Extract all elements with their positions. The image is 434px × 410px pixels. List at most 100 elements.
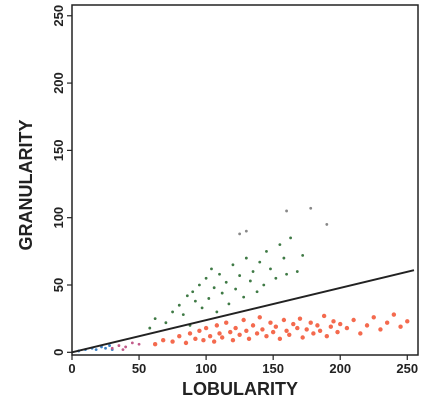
data-point — [295, 325, 300, 331]
data-point — [250, 323, 256, 328]
y-tick-label: 250 — [51, 5, 66, 27]
y-tick-label: 50 — [51, 278, 66, 292]
data-point — [295, 270, 299, 273]
data-point — [220, 291, 224, 295]
data-point — [270, 329, 276, 335]
data-point — [265, 249, 268, 253]
data-point — [152, 342, 158, 347]
y-tick-label: 0 — [51, 349, 66, 356]
data-point — [207, 297, 211, 300]
data-point — [301, 253, 305, 257]
data-point — [338, 321, 343, 327]
data-point — [254, 331, 260, 336]
data-point — [284, 328, 289, 333]
x-tick-label: 0 — [68, 361, 75, 376]
data-point — [297, 316, 303, 321]
data-point — [177, 333, 182, 339]
data-point — [201, 337, 206, 343]
data-point — [335, 329, 340, 335]
data-point — [285, 209, 288, 213]
data-point — [242, 295, 246, 299]
data-point — [153, 317, 157, 321]
data-point — [130, 341, 134, 345]
data-point — [255, 290, 259, 294]
data-point — [217, 331, 222, 336]
data-point — [164, 321, 168, 325]
data-point — [244, 328, 249, 333]
data-point — [244, 256, 248, 260]
data-point — [220, 335, 225, 340]
data-point — [268, 320, 273, 325]
data-point — [121, 348, 125, 352]
data-point — [364, 323, 370, 328]
data-point — [238, 274, 242, 277]
data-point — [300, 335, 305, 340]
data-point — [218, 272, 221, 276]
data-point — [137, 342, 141, 346]
data-point — [94, 348, 98, 352]
data-point — [170, 339, 175, 344]
data-point — [291, 321, 296, 327]
data-point — [287, 332, 292, 338]
data-point — [273, 324, 279, 329]
data-point — [260, 327, 265, 332]
data-point — [224, 280, 228, 284]
data-point — [177, 303, 181, 307]
data-point — [210, 267, 213, 271]
data-point — [311, 331, 316, 336]
data-point — [331, 319, 336, 324]
data-point — [405, 319, 410, 324]
y-axis-title: GRANULARITY — [16, 120, 36, 251]
data-point — [203, 325, 209, 331]
data-point — [171, 310, 174, 314]
x-axis-title: LOBULARITY — [182, 379, 298, 399]
data-point — [262, 283, 266, 287]
data-point — [108, 344, 111, 347]
data-point — [215, 310, 219, 314]
data-point — [244, 229, 248, 233]
data-point — [148, 326, 152, 330]
data-point — [282, 256, 286, 260]
data-point — [207, 333, 213, 339]
x-tick-label: 50 — [132, 361, 146, 376]
data-point — [274, 276, 278, 280]
data-point — [227, 302, 231, 306]
data-point — [197, 328, 202, 333]
data-point — [230, 337, 236, 343]
data-point — [257, 315, 262, 320]
data-point — [193, 336, 198, 342]
data-point — [351, 317, 356, 323]
data-point — [200, 306, 204, 310]
data-point — [214, 323, 220, 328]
data-point — [104, 346, 107, 350]
data-point — [317, 328, 323, 333]
data-point — [304, 327, 309, 332]
data-point — [224, 320, 229, 325]
data-point — [181, 313, 185, 317]
data-point — [241, 317, 246, 323]
data-point — [160, 337, 166, 343]
data-point — [187, 331, 193, 336]
data-point — [237, 332, 242, 338]
data-point — [378, 327, 383, 332]
data-point — [309, 206, 313, 210]
data-point — [398, 324, 403, 329]
data-point — [204, 276, 208, 280]
data-point — [185, 294, 189, 298]
data-point — [211, 339, 217, 344]
x-tick-label: 150 — [262, 361, 284, 376]
data-point — [371, 315, 376, 320]
y-tick-label: 150 — [51, 140, 66, 162]
y-tick-label: 100 — [51, 207, 66, 229]
data-point — [358, 331, 363, 336]
data-point — [325, 223, 329, 226]
data-point — [384, 320, 390, 325]
data-point — [391, 312, 397, 317]
x-tick-label: 200 — [329, 361, 351, 376]
data-point — [248, 279, 252, 283]
x-tick-label: 100 — [195, 361, 217, 376]
data-point — [278, 243, 282, 247]
data-point — [198, 283, 201, 287]
